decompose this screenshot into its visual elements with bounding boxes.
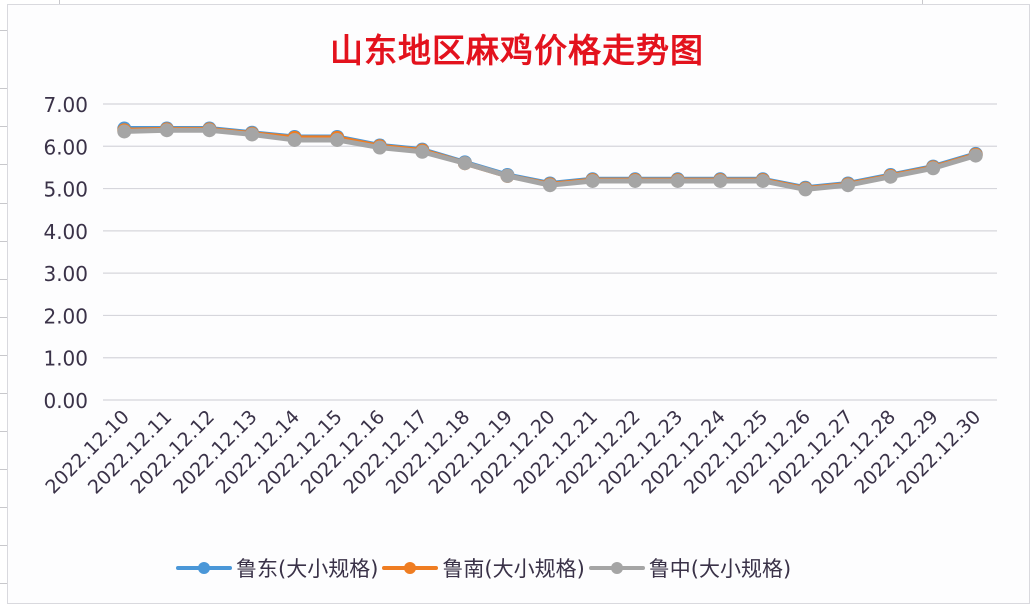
row-gridline-mark bbox=[0, 279, 7, 280]
data-point-marker[interactable] bbox=[713, 173, 728, 188]
y-tick-label: 4.00 bbox=[43, 220, 88, 244]
legend-label: 鲁东(大小规格) bbox=[236, 557, 379, 581]
row-gridline-mark bbox=[0, 203, 7, 204]
data-point-marker[interactable] bbox=[457, 156, 472, 171]
row-gridline-mark bbox=[0, 30, 7, 31]
legend-line-marker-icon bbox=[176, 557, 232, 579]
x-axis-tick-labels: 2022.12.102022.12.112022.12.122022.12.13… bbox=[41, 406, 985, 498]
y-tick-label: 1.00 bbox=[43, 347, 88, 371]
data-point-marker[interactable] bbox=[926, 161, 941, 176]
data-point-marker[interactable] bbox=[628, 173, 643, 188]
series-line bbox=[117, 123, 983, 197]
legend-line-marker-icon bbox=[588, 557, 645, 579]
data-point-marker[interactable] bbox=[287, 132, 302, 147]
data-point-marker[interactable] bbox=[841, 178, 855, 193]
row-gridline-mark bbox=[0, 164, 7, 165]
row-gridline-mark bbox=[0, 317, 7, 318]
y-tick-label: 7.00 bbox=[43, 93, 88, 117]
row-gridline-mark bbox=[0, 393, 7, 394]
y-tick-label: 2.00 bbox=[43, 304, 88, 328]
legend-item-luzhong[interactable]: 鲁中(大小规格) bbox=[588, 553, 792, 583]
y-tick-label: 0.00 bbox=[43, 389, 88, 413]
legend: 鲁东(大小规格) 鲁南(大小规格) 鲁中(大小规格) bbox=[176, 553, 791, 583]
chart-title: 山东地区麻鸡价格走势图 bbox=[330, 31, 704, 70]
data-point-marker[interactable] bbox=[117, 124, 132, 139]
y-tick-label: 3.00 bbox=[43, 262, 88, 286]
data-point-marker[interactable] bbox=[500, 168, 515, 183]
data-point-marker[interactable] bbox=[415, 144, 430, 159]
y-tick-label: 6.00 bbox=[43, 135, 88, 159]
data-point-marker[interactable] bbox=[968, 148, 983, 163]
column-gridline-mark bbox=[922, 0, 923, 4]
legend-label: 鲁中(大小规格) bbox=[648, 557, 792, 581]
data-point-marker[interactable] bbox=[755, 173, 770, 188]
row-gridline-mark bbox=[0, 241, 7, 242]
row-gridline-mark bbox=[0, 583, 7, 584]
data-point-marker[interactable] bbox=[798, 182, 813, 197]
data-point-marker[interactable] bbox=[670, 173, 685, 188]
data-point-marker[interactable] bbox=[245, 127, 259, 142]
legend-item-lunan[interactable]: 鲁南(大小规格) bbox=[382, 553, 585, 583]
data-point-marker[interactable] bbox=[330, 132, 345, 147]
legend-line-marker-icon bbox=[382, 557, 439, 579]
data-point-marker[interactable] bbox=[585, 173, 600, 188]
data-point-marker[interactable] bbox=[202, 123, 217, 138]
y-axis-tick-labels: 0.00 1.00 2.00 3.00 4.00 5.00 6.00 7.00 bbox=[43, 93, 88, 413]
row-gridline-mark bbox=[0, 545, 7, 546]
column-gridline-mark bbox=[59, 0, 60, 4]
data-series bbox=[117, 121, 983, 197]
data-point-marker[interactable] bbox=[543, 178, 557, 193]
row-gridline-mark bbox=[0, 126, 7, 127]
data-point-marker[interactable] bbox=[883, 169, 898, 184]
row-gridline-mark bbox=[0, 507, 7, 508]
row-gridline-mark bbox=[0, 431, 7, 432]
y-tick-label: 5.00 bbox=[43, 178, 88, 202]
row-gridline-mark bbox=[0, 469, 7, 470]
row-gridline-mark bbox=[0, 88, 7, 89]
row-gridline-mark bbox=[0, 355, 7, 356]
data-point-marker[interactable] bbox=[159, 123, 174, 138]
legend-label: 鲁南(大小规格) bbox=[442, 557, 585, 581]
data-point-marker[interactable] bbox=[372, 140, 387, 155]
gridlines bbox=[103, 103, 997, 401]
legend-item-ludong[interactable]: 鲁东(大小规格) bbox=[176, 553, 378, 583]
